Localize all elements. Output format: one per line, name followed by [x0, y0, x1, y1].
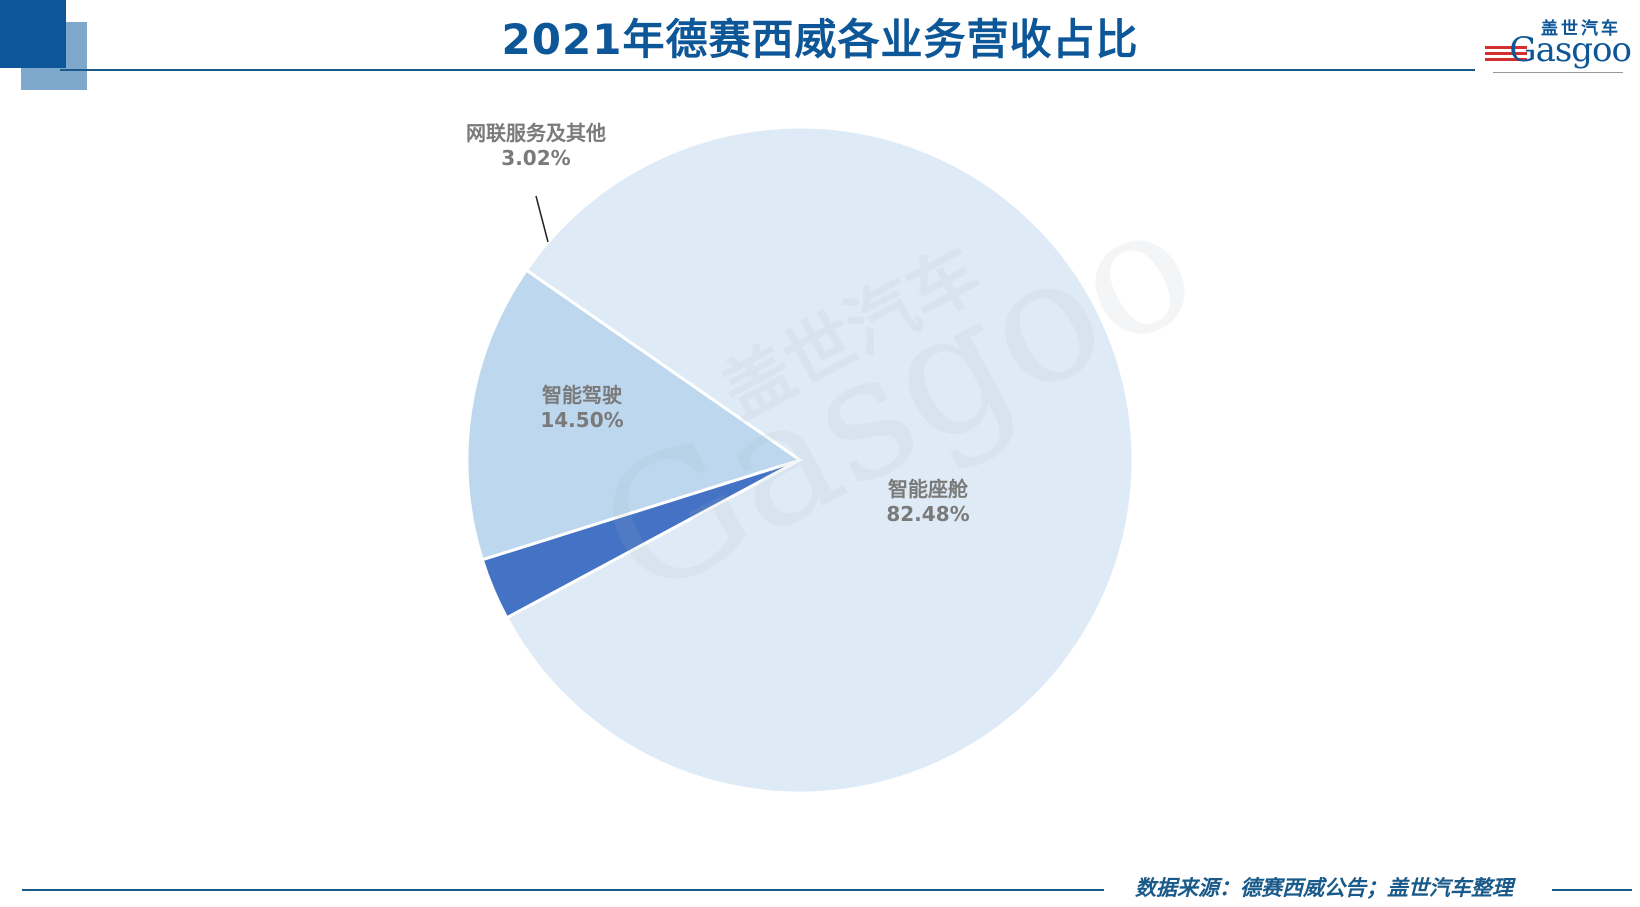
leader-line-connected-services — [535, 195, 549, 243]
logo-stripes-icon — [1485, 46, 1527, 64]
pie-slice-intelligent-driving — [465, 267, 804, 562]
logo-cn-text: 盖世汽车 — [1541, 19, 1621, 39]
corner-accent-dark — [0, 0, 66, 68]
page-title: 2021年德赛西威各业务营收占比 — [501, 15, 1139, 64]
footer-divider-right — [1552, 889, 1632, 891]
slice-value-intelligent-driving: 14.50% — [540, 408, 623, 432]
pie-slices — [465, 125, 1135, 795]
pie-slice-intelligent-cockpit — [504, 125, 1135, 795]
header-divider — [60, 69, 1475, 71]
slice-name-connected-services: 网联服务及其他 — [466, 121, 606, 145]
footer-divider-left — [22, 889, 1104, 891]
slice-value-intelligent-cockpit: 82.48% — [886, 502, 969, 526]
gasgoo-logo: 盖世汽车 Gasgoo — [1485, 8, 1633, 76]
slice-name-intelligent-cockpit: 智能座舱 — [888, 477, 969, 501]
slice-name-intelligent-driving: 智能驾驶 — [542, 383, 622, 407]
logo-en-text: Gasgoo — [1509, 30, 1632, 70]
source-note: 数据来源：德赛西威公告；盖世汽车整理 — [1135, 876, 1513, 900]
logo-divider — [1493, 72, 1623, 73]
slice-value-connected-services: 3.02% — [501, 146, 570, 170]
